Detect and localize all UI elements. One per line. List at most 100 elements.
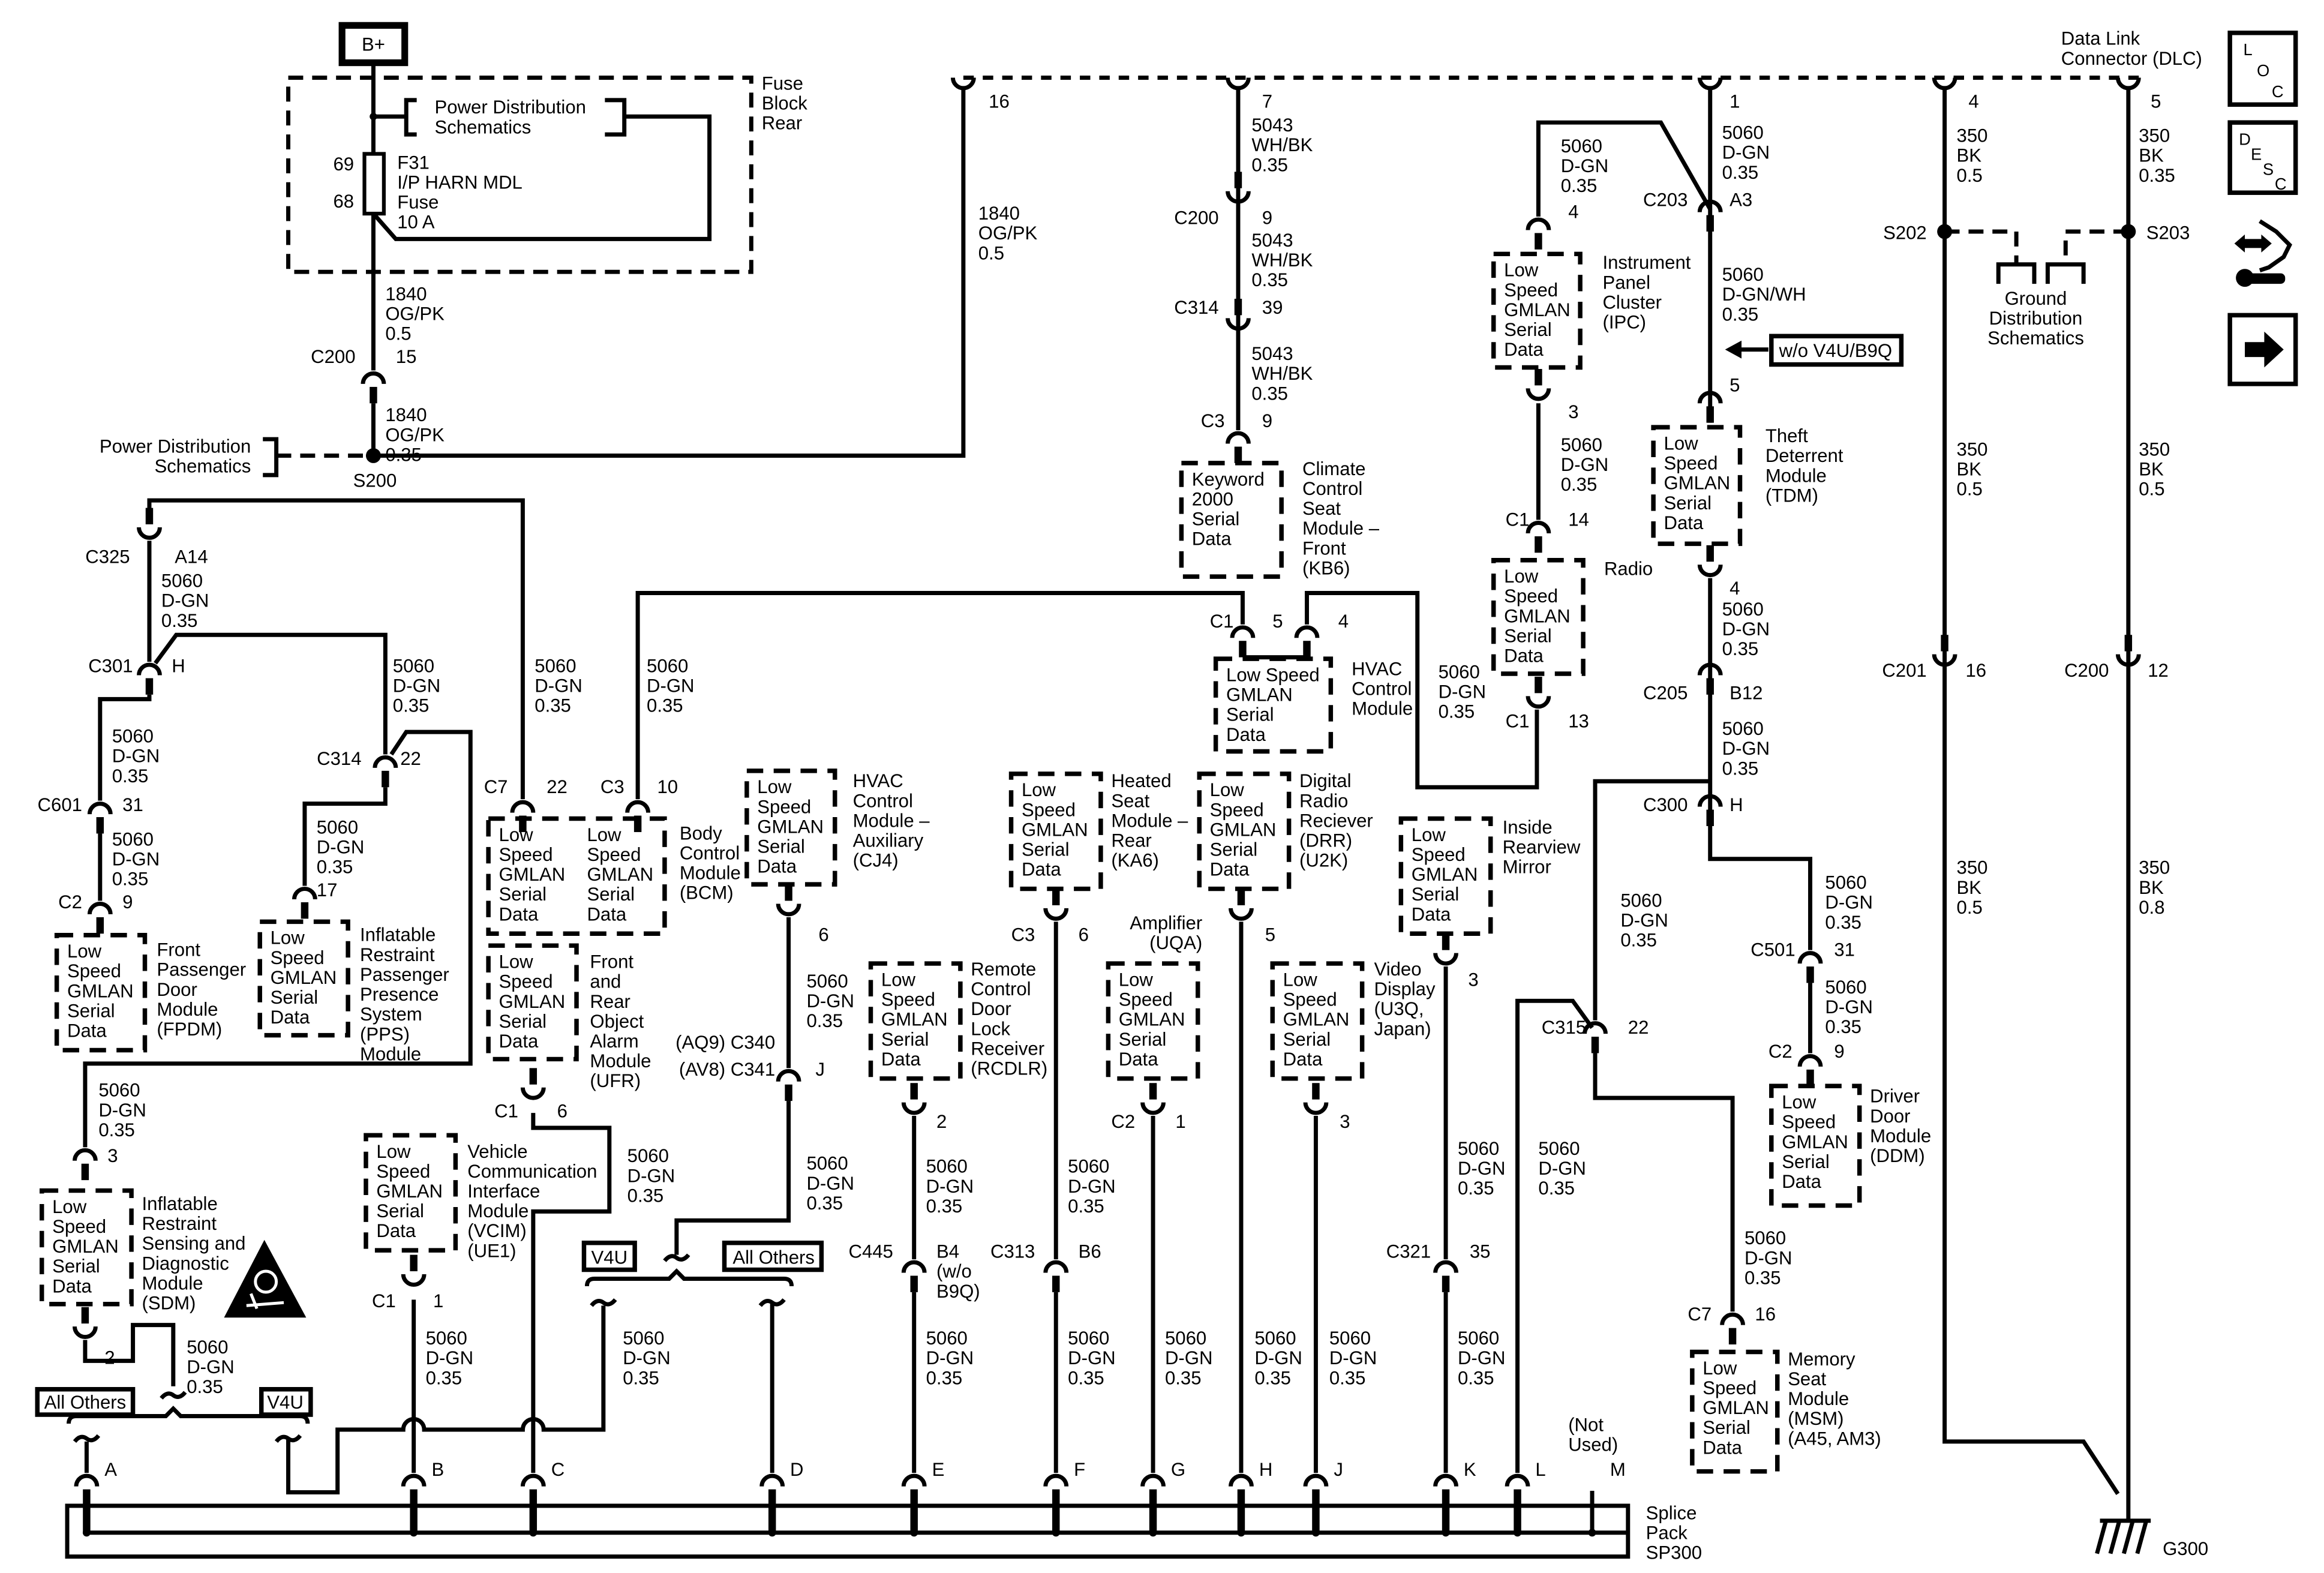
connector-pin-c301-h: H [172, 656, 185, 677]
desc-letter: E [2251, 145, 2262, 163]
splice-pin-label-B: B [432, 1459, 445, 1480]
splice-bus-dot [1052, 1529, 1060, 1537]
location-icon[interactable] [2227, 31, 2298, 107]
connector-pin-dlc-5: 5 [2151, 91, 2161, 112]
connector-c301-h [137, 662, 162, 695]
connector-c200-12 [2115, 635, 2141, 667]
connector-id-c445-b4: C445 [848, 1241, 893, 1262]
connector-c300-h [1697, 794, 1723, 826]
connector-id-kb6-c200-9: C200 [1174, 208, 1218, 229]
connector-pin-tdm-5: 5 [1730, 374, 1740, 395]
module-box-vcim [364, 1133, 458, 1253]
wire-label-c300-c315: 5060 D-GN 0.35 [1620, 890, 1668, 950]
option-all-others-1: All Others [44, 1392, 127, 1413]
splice-bus-dot [82, 1529, 91, 1537]
module-name-cj4: HVAC Control Module – Auxiliary (CJ4) [853, 770, 930, 870]
splice-bus-dot [1237, 1529, 1245, 1537]
connector-ka6-c3-6 [1043, 888, 1069, 921]
wire-label-c200-g300: 350 BK 0.8 [2139, 857, 2170, 918]
connector-pin-dlc-16: 16 [989, 91, 1010, 112]
wire-label-fuse-out: 1840 OG/PK 0.5 [385, 283, 445, 344]
connector-pin-c201-16: 16 [1965, 660, 1986, 681]
splice-pin-label-K: K [1464, 1459, 1476, 1480]
wire-label-s200-dlc: 1840 OG/PK 0.5 [978, 203, 1038, 263]
wire-label-u3q-j: 5060 D-GN 0.35 [1329, 1328, 1377, 1388]
airbag-warning-icon [224, 1239, 307, 1318]
wire-label-ipc-radio: 5060 D-GN 0.35 [1561, 434, 1608, 495]
module-name-ipc: Instrument Panel Cluster (IPC) [1602, 252, 1691, 332]
connector-radio-c1-14 [1526, 521, 1551, 553]
connector-pin-ipc-4: 4 [1568, 202, 1578, 223]
option-break-d-all-others [758, 1298, 786, 1307]
connector-dlc-4 [1932, 77, 1957, 91]
wire-label-c314-kb6: 5043 WH/BK 0.35 [1251, 343, 1313, 404]
loc-letter: O [2257, 61, 2269, 80]
module-name-ka6: Heated Seat Module – Rear (KA6) [1111, 770, 1188, 870]
connector-id-c205-b12: C205 [1643, 682, 1688, 703]
tool-repair-icon[interactable] [2234, 219, 2292, 287]
connector-id-radio-c1-13: C1 [1506, 711, 1530, 732]
splice-bus-dot [1514, 1529, 1522, 1537]
arrow-right-glyph [2245, 331, 2284, 368]
fuse-pin-out: 68 [333, 191, 354, 212]
module-box-radio [1491, 558, 1586, 676]
wire-label-dlc-s203: 350 BK 0.35 [2139, 125, 2175, 186]
battery-positive-label: B+ [362, 34, 385, 55]
connector-sdm-3 [73, 1148, 98, 1181]
module-box-text-drr: Low Speed GMLAN Serial Data [1210, 779, 1277, 879]
connector-id-bcm-c7-22: C7 [484, 776, 508, 797]
connector-c205-b12 [1697, 662, 1723, 695]
wire-label-tdm-c205: 5060 D-GN 0.35 [1722, 599, 1770, 659]
connector-c203-a3 [1697, 199, 1723, 232]
splice-s202-label: S202 [1883, 222, 1927, 243]
left-branch-wires [67, 498, 1735, 1533]
connector-c314-22 [373, 755, 398, 788]
connector-u3q-3 [1303, 1083, 1329, 1115]
connector-c321-35 [1433, 1260, 1458, 1292]
wire-label-c203-tdm: 5060 D-GN/WH 0.35 [1722, 264, 1806, 325]
splice-pin-label-A: A [104, 1459, 117, 1480]
module-box-text-bcm: Low Speed GMLAN Serial Data [499, 824, 566, 924]
splice-pin-label-C: C [551, 1459, 565, 1480]
connector-msm-c7-16 [1720, 1312, 1745, 1345]
module-box-text-u3q: Low Speed GMLAN Serial Data [1283, 969, 1350, 1069]
connector-pin-kb6-c200-9: 9 [1262, 208, 1272, 229]
module-box-text-ufr: Low Speed GMLAN Serial Data [499, 951, 566, 1052]
description-icon[interactable] [2227, 120, 2298, 195]
connector-c341 [776, 1068, 801, 1101]
wire-label-cj4-c340: 5060 D-GN 0.35 [806, 971, 854, 1031]
option-v4u-2: V4U [591, 1247, 628, 1268]
wire-label-ka6-c313: 5060 D-GN 0.35 [1068, 1156, 1115, 1217]
module-box-text-ka6: Low Speed GMLAN Serial Data [1022, 779, 1088, 879]
connector-mirror-3 [1433, 933, 1458, 966]
wire-label-s200-bcm: 5060 D-GN 0.35 [535, 656, 582, 716]
splice-pin-label-D: D [790, 1459, 803, 1480]
connector-kb6-c200-9 [1226, 172, 1251, 204]
wire-label-dlc-s202: 350 BK 0.5 [1957, 125, 1988, 186]
wire-label-s202-c201: 350 BK 0.5 [1957, 439, 1988, 499]
connector-id-fpdm-c2-9: C2 [58, 891, 82, 912]
connector-pin-c321-35: 35 [1470, 1241, 1491, 1262]
option-box-all-others-1 [35, 1386, 136, 1417]
module-box-uqa [1106, 961, 1200, 1081]
connector-id-ufr-c1-6: C1 [494, 1101, 518, 1122]
ground-distribution-ref: Ground Distribution Schematics [1987, 288, 2084, 349]
module-box-ipc [1491, 251, 1583, 370]
fuse-f31-label: F31 I/P HARN MDL Fuse 10 A [397, 152, 523, 232]
connector-pin-drr-5: 5 [1265, 924, 1275, 945]
wire-label-c314-pps: 5060 D-GN 0.35 [317, 816, 364, 877]
module-box-text-msm: Low Speed GMLAN Serial Data [1703, 1358, 1769, 1458]
connector-id-c200-12: C200 [2064, 660, 2109, 681]
splice-bus-dot [1588, 1529, 1596, 1537]
connector-pin-dlc-7: 7 [1262, 91, 1272, 112]
connector-dlc-16 [950, 77, 976, 91]
module-name-kb6: Climate Control Seat Module – Front (KB6) [1302, 458, 1380, 579]
connector-id-c203-a3: C203 [1643, 190, 1688, 211]
connector-pin-cj4-6: 6 [818, 924, 828, 945]
module-name-drr: Digital Radio Reciever (DRR) (U2K) [1299, 770, 1373, 870]
connector-pin-c205-b12: B12 [1730, 682, 1762, 703]
splice-bus-dot [1442, 1529, 1450, 1537]
connector-pin-fpdm-c2-9: 9 [122, 891, 133, 912]
connector-id-c314-22: C314 [317, 748, 361, 769]
